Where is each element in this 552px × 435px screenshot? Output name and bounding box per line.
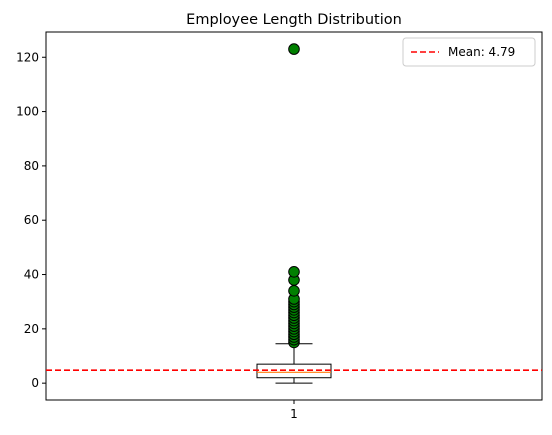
y-axis: 0 20 40 60 80 100 120 bbox=[16, 50, 46, 390]
legend-box bbox=[402, 37, 536, 67]
y-tick-label: 0 bbox=[31, 376, 39, 390]
x-tick-label: 1 bbox=[290, 407, 298, 421]
outlier-point bbox=[288, 43, 300, 55]
y-tick-label: 80 bbox=[24, 159, 39, 173]
legend-mean-label: Mean: 4.79 bbox=[448, 45, 515, 59]
y-tick-label: 40 bbox=[24, 268, 39, 282]
chart-title: Employee Length Distribution bbox=[186, 12, 402, 28]
y-tick-label: 60 bbox=[24, 213, 39, 227]
y-tick-label: 100 bbox=[16, 105, 39, 119]
plot-area bbox=[46, 43, 542, 384]
outlier-point bbox=[288, 285, 300, 297]
y-tick-label: 20 bbox=[24, 322, 39, 336]
legend: Mean: 4.79 bbox=[402, 37, 536, 67]
y-tick-label: 120 bbox=[16, 50, 39, 64]
x-axis: 1 bbox=[290, 400, 298, 421]
outlier-point bbox=[288, 266, 300, 278]
